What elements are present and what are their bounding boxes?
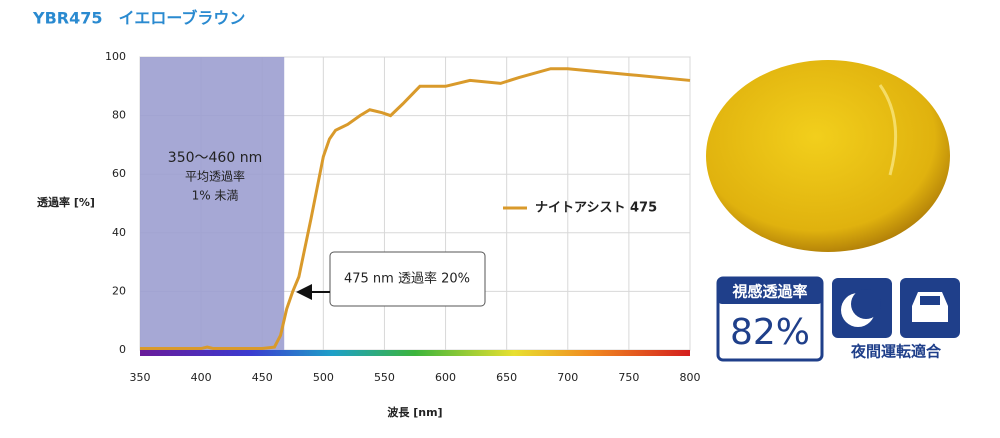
lens-image	[706, 60, 950, 252]
shaded-label: 平均透過率	[185, 169, 245, 184]
moon-cut	[851, 289, 881, 319]
x-tick-label: 500	[313, 371, 334, 384]
x-tick-label: 450	[252, 371, 273, 384]
y-axis-label: 透過率 [%]	[37, 195, 95, 209]
badge-value: 82%	[730, 312, 810, 353]
x-tick-label: 600	[435, 371, 456, 384]
annotation: 475 nm 透過率 20%	[344, 271, 470, 287]
badge-header	[718, 278, 822, 304]
y-tick-label: 0	[119, 343, 126, 356]
x-tick-label: 550	[374, 371, 395, 384]
lens-highlight	[878, 84, 898, 176]
y-tick-label: 20	[112, 284, 126, 297]
x-tick-label: 400	[191, 371, 212, 384]
shaded-label: 1% 未満	[192, 189, 239, 203]
car-window	[920, 296, 940, 305]
y-tick-label: 100	[105, 50, 126, 63]
spectrum-bar	[140, 350, 690, 356]
annotation-box	[329, 251, 486, 307]
x-tick-label: 650	[496, 371, 517, 384]
legend-label: ナイトアシスト 475	[535, 201, 657, 216]
shaded-region	[140, 57, 285, 350]
plot-area: 0 20 40 60 80 100 350 400 450 500 550 600 650 700 750 8…	[37, 50, 700, 419]
y-tick-label: 80	[112, 109, 126, 122]
y-tick-label: 40	[112, 226, 126, 239]
badge-label: 視感透過率	[731, 283, 807, 301]
x-axis-label: 波長 [nm]	[387, 405, 442, 419]
shaded-label: 350～460 nm	[168, 150, 262, 166]
data-line	[140, 67, 691, 351]
title: YBR475 イエローブラウン	[32, 9, 245, 28]
x-tick-label: 350	[130, 371, 151, 384]
x-tick-label: 700	[557, 371, 578, 384]
x-tick-label: 800	[680, 371, 701, 384]
badge-caption: 夜間運転適合	[850, 343, 942, 361]
x-tick-label: 750	[618, 371, 639, 384]
y-tick-label: 60	[112, 167, 126, 180]
